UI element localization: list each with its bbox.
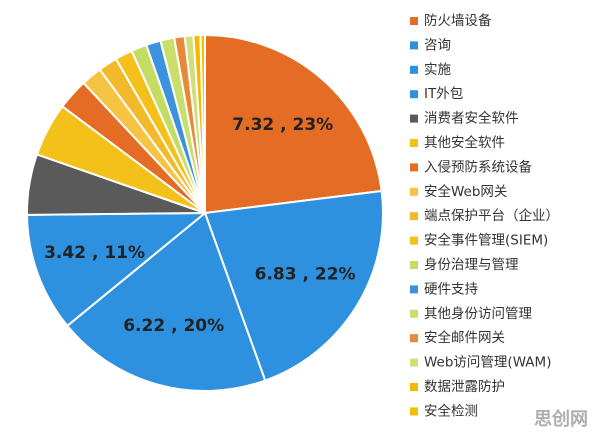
legend-label: 咨询 xyxy=(424,37,451,53)
legend-label: 安全邮件网关 xyxy=(424,329,505,346)
legend-label: 其他身份访问管理 xyxy=(424,306,532,322)
legend-swatch xyxy=(410,334,418,343)
legend-swatch xyxy=(410,236,418,245)
legend-swatch xyxy=(410,261,418,269)
pie-slice xyxy=(199,33,206,214)
value-label: 6.22 , 20% xyxy=(123,316,224,336)
legend-swatch xyxy=(410,407,418,416)
legend-swatch xyxy=(410,285,418,294)
legend-label: 入侵预防系统设备 xyxy=(424,158,532,175)
value-label: 7.32 , 23% xyxy=(232,115,333,135)
legend-swatch xyxy=(410,65,418,74)
legend-swatch xyxy=(410,114,418,123)
legend-label: 其他安全软件 xyxy=(424,134,505,151)
legend-label: 端点保护平台（企业） xyxy=(424,207,559,224)
legend-label: 安全事件管理(SIEM) xyxy=(424,232,548,249)
legend-label: 实施 xyxy=(424,62,451,78)
legend-swatch xyxy=(410,163,418,172)
legend-label: 消费者安全软件 xyxy=(424,110,519,127)
legend-label: 硬件支持 xyxy=(424,281,478,297)
legend-swatch xyxy=(410,212,418,221)
legend-swatch xyxy=(410,41,418,50)
value-label: 6.83 , 22% xyxy=(255,264,356,284)
legend-swatch xyxy=(410,17,418,25)
value-label: 3.42 , 11% xyxy=(44,243,145,263)
legend-label: Web访问管理(WAM) xyxy=(424,355,551,371)
watermark: 思创网 xyxy=(534,408,588,430)
legend-swatch xyxy=(410,90,418,99)
legend-swatch xyxy=(410,309,418,318)
legend-swatch xyxy=(410,383,418,391)
legend-label: IT外包 xyxy=(424,86,463,102)
legend-label: 安全Web网关 xyxy=(424,183,507,200)
legend-label: 身份治理与管理 xyxy=(424,257,519,273)
pie-slice xyxy=(25,211,208,328)
pie-slice xyxy=(203,189,384,382)
pie-slice xyxy=(65,211,267,392)
legend-swatch xyxy=(410,139,418,147)
pie-slice xyxy=(204,33,383,215)
legend-label: 安全检测 xyxy=(424,402,478,419)
legend-swatch xyxy=(410,187,418,196)
legend-swatch xyxy=(410,358,418,367)
legend-label: 防火墙设备 xyxy=(424,12,492,29)
legend-label: 数据泄露防护 xyxy=(424,379,505,395)
